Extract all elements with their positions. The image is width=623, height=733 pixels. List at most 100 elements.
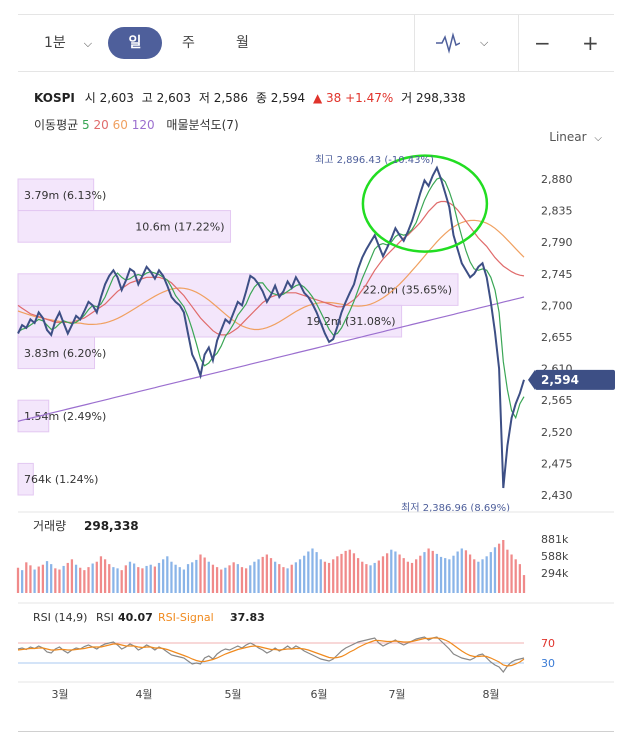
scale-label: Linear (549, 130, 587, 144)
ma-label: 이동평균 (34, 118, 79, 132)
volume-bar (257, 559, 260, 593)
volume-bar (369, 565, 372, 593)
volume-bar (456, 551, 459, 593)
volume-bar (406, 561, 410, 593)
volume-bar (332, 559, 335, 593)
tab-day[interactable]: 일 (108, 27, 162, 59)
volume-bar (45, 561, 49, 593)
volume-bar (398, 554, 401, 593)
chart-type-button[interactable] (434, 15, 461, 71)
change-value: ▲ 38 +1.47% (312, 91, 394, 105)
volume-bar (211, 564, 215, 593)
volume-bar (261, 556, 264, 593)
volume-profile-label: 19.2m (31.08%) (306, 315, 395, 328)
price-tick-label: 2,565 (541, 394, 573, 407)
volume-bar (25, 562, 28, 593)
volume-bar (41, 564, 45, 593)
volume-bar (79, 567, 82, 593)
volume-bar (253, 561, 256, 593)
zoom-out-button[interactable]: − (534, 31, 551, 55)
index-name: KOSPI (34, 91, 75, 105)
volume-bar (468, 554, 472, 593)
scale-select[interactable]: Linear ⌵ (549, 130, 602, 144)
volume-bar (141, 568, 144, 593)
volume-bar (323, 561, 327, 593)
ma60-label: 60 (112, 118, 128, 132)
volume-bar (99, 556, 103, 593)
high-value: 2,603 (156, 91, 191, 105)
volume-bar (145, 565, 148, 593)
volume-value: 298,338 (415, 91, 466, 105)
volume-bar (207, 561, 210, 593)
volume-bar (29, 565, 32, 593)
ma-legend[interactable]: 이동평균 5 20 60 120 매물분석도(7) (34, 116, 239, 133)
volume-bar (249, 565, 252, 593)
volume-bar (381, 556, 385, 593)
volume-bar (497, 543, 501, 593)
rsi-signal-value: 37.83 (230, 611, 265, 624)
volume-bar (162, 559, 165, 593)
open-value: 2,603 (99, 91, 134, 105)
chevron-down-icon[interactable]: ⌵ (480, 36, 489, 49)
volume-bar (174, 564, 177, 593)
price-tick-label: 2,745 (541, 268, 573, 281)
volume-profile-label: 1.54m (2.49%) (24, 410, 106, 423)
volume-bar (236, 564, 239, 593)
volume-bar (195, 559, 198, 593)
volume-bar (128, 561, 132, 593)
volume-bar (303, 555, 306, 593)
volume-bar (58, 569, 61, 593)
volume-bar (502, 540, 505, 593)
volume-bar (481, 559, 484, 593)
volume-value: 298,338 (84, 519, 139, 533)
volume-bar (518, 564, 521, 593)
volume-bar (431, 550, 434, 593)
volume-bar (62, 565, 65, 593)
volume-bar (373, 562, 376, 593)
volume-profile-bar (17, 178, 95, 212)
ma20-label: 20 (93, 118, 109, 132)
volume-bar (153, 566, 157, 593)
ma5-label: 5 (82, 118, 90, 132)
price-tick-label: 2,430 (541, 489, 573, 502)
price-tick-label: 2,700 (541, 299, 573, 312)
date-tick-label: 6월 (310, 688, 327, 701)
volume-profile-bar (17, 399, 50, 433)
volume-bar (311, 548, 314, 593)
high-note: 최고 2,896.43 (-10.43%) (315, 154, 434, 166)
volume-bar (452, 555, 455, 593)
ma20-line (17, 200, 525, 336)
rsi-level-low: 30 (541, 657, 555, 670)
volume-bar (298, 559, 302, 593)
volume-bar (166, 556, 169, 593)
volume-bar (365, 564, 368, 593)
volume-bar (390, 549, 393, 593)
rsi-value: 40.07 (118, 611, 153, 624)
interval-select[interactable]: 1분 ⌵ (44, 15, 92, 71)
price-tick-label: 2,655 (541, 331, 573, 344)
volume-bar (485, 556, 488, 593)
price-axis: 2,8802,8352,7902,7452,7002,6552,6102,565… (528, 173, 615, 502)
open-label: 시 (84, 91, 96, 105)
volume-profile-bar (17, 273, 459, 306)
volume-bar (103, 559, 107, 593)
tab-week[interactable]: 주 (182, 35, 195, 51)
volume-bar (419, 555, 422, 593)
volume-bar (286, 568, 289, 593)
tab-month[interactable]: 월 (236, 35, 249, 51)
volume-bar (402, 558, 405, 593)
rsi-line (17, 636, 525, 673)
volume-bar (340, 553, 343, 593)
highlight-circle (361, 154, 489, 253)
line-chart-icon (436, 32, 461, 54)
volume-bar (352, 553, 356, 593)
volume-bar (16, 567, 20, 593)
zoom-in-button[interactable]: + (582, 31, 599, 55)
volume-bar (348, 549, 351, 593)
price-line (17, 165, 525, 489)
volume-bar (423, 552, 426, 593)
volume-bar (170, 561, 173, 593)
volume-profile-bar (17, 336, 96, 370)
volume-bar (33, 569, 36, 593)
